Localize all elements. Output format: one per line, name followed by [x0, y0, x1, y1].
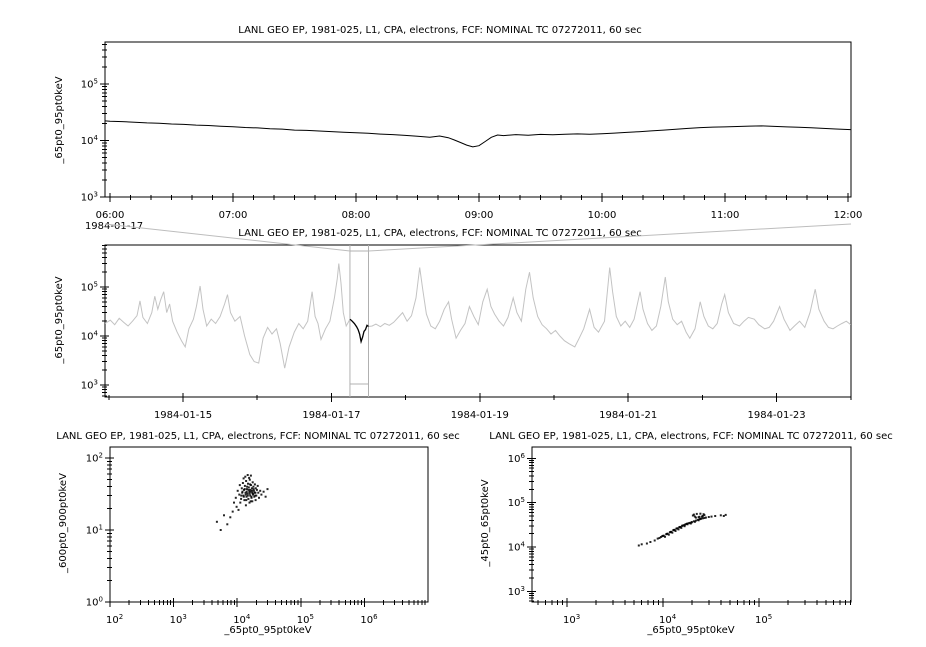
- tick-label: 11:00: [711, 210, 740, 221]
- scatter-points: [215, 474, 269, 531]
- tick-label: 1984-01-17: [302, 410, 360, 421]
- panel-context-overview: LANL GEO EP, 1981-025, L1, CPA, electron…: [54, 223, 852, 421]
- tick-label: 101: [86, 524, 103, 537]
- tick-label: 1984-01-21: [599, 410, 657, 421]
- tick-label: 103: [563, 613, 580, 626]
- zoom-connector-lines: [104, 223, 852, 252]
- tick-label: 07:00: [219, 210, 248, 221]
- tick-label: 105: [508, 496, 525, 509]
- y-axis-label: _65pt0_95pt0keV: [54, 276, 65, 364]
- plot-content: 1984-01-15 1984-01-17 1984-01-19 1984-01-21…: [81, 223, 852, 421]
- y-axis-label: _65pt0_95pt0keV: [54, 76, 65, 164]
- tick-label: 106: [360, 613, 378, 626]
- panel-title: LANL GEO EP, 1981-025, L1, CPA, electron…: [56, 431, 459, 442]
- tick-label: 09:00: [465, 210, 494, 221]
- tick-label: 103: [81, 379, 98, 392]
- tick-label: 08:00: [342, 210, 371, 221]
- panel-title: LANL GEO EP, 1981-025, L1, CPA, electron…: [238, 228, 641, 239]
- tick-label: 12:00: [834, 210, 863, 221]
- tick-label: 1984-01-19: [451, 410, 509, 421]
- panel-title: LANL GEO EP, 1981-025, L1, CPA, electron…: [238, 25, 641, 36]
- tick-label: 103: [81, 191, 98, 204]
- x-axis-label: _65pt0_95pt0keV: [646, 625, 734, 636]
- tick-label: 1984-01-15: [154, 410, 212, 421]
- tick-label: 105: [755, 613, 772, 626]
- panel-scatter-600-900: LANL GEO EP, 1981-025, L1, CPA, electron…: [56, 431, 459, 636]
- panel-title: LANL GEO EP, 1981-025, L1, CPA, electron…: [489, 431, 892, 442]
- panel-zoomed-timeseries: LANL GEO EP, 1981-025, L1, CPA, electron…: [54, 25, 862, 232]
- tick-label: 100: [86, 596, 103, 609]
- tick-label: 104: [81, 330, 99, 343]
- panel-scatter-45-65: LANL GEO EP, 1981-025, L1, CPA, electron…: [480, 431, 893, 636]
- tick-label: 10:00: [588, 210, 617, 221]
- plot-content: 06:00 07:00 08:00 09:00 10:00 11:00 12:00 103 10…: [81, 44, 863, 221]
- tick-label: 104: [81, 134, 99, 147]
- tick-label: 104: [508, 541, 526, 554]
- tick-label: 102: [86, 452, 103, 465]
- series-line: [105, 120, 851, 148]
- x-axis-date-label: 1984-01-17: [85, 221, 143, 232]
- x-axis-label: _65pt0_95pt0keV: [223, 625, 311, 636]
- plot-area[interactable]: [104, 41, 852, 198]
- y-axis-label: _600pt0_900pt0keV: [58, 473, 69, 574]
- series-line: [349, 318, 369, 345]
- tick-label: 105: [81, 281, 98, 294]
- series-line: [104, 263, 852, 369]
- tick-label: 06:00: [96, 210, 125, 221]
- scatter-points: [637, 512, 727, 547]
- plot-area[interactable]: [109, 446, 429, 603]
- tick-label: 102: [106, 613, 123, 626]
- tick-label: 106: [508, 452, 526, 465]
- y-axis-label: _45pt0_65pt0keV: [480, 479, 491, 567]
- tick-label: 1984-01-23: [748, 410, 806, 421]
- tick-label: 103: [508, 585, 525, 598]
- zoom-selection-box[interactable]: [349, 245, 369, 397]
- tick-label: 105: [81, 78, 98, 91]
- tick-label: 103: [170, 613, 187, 626]
